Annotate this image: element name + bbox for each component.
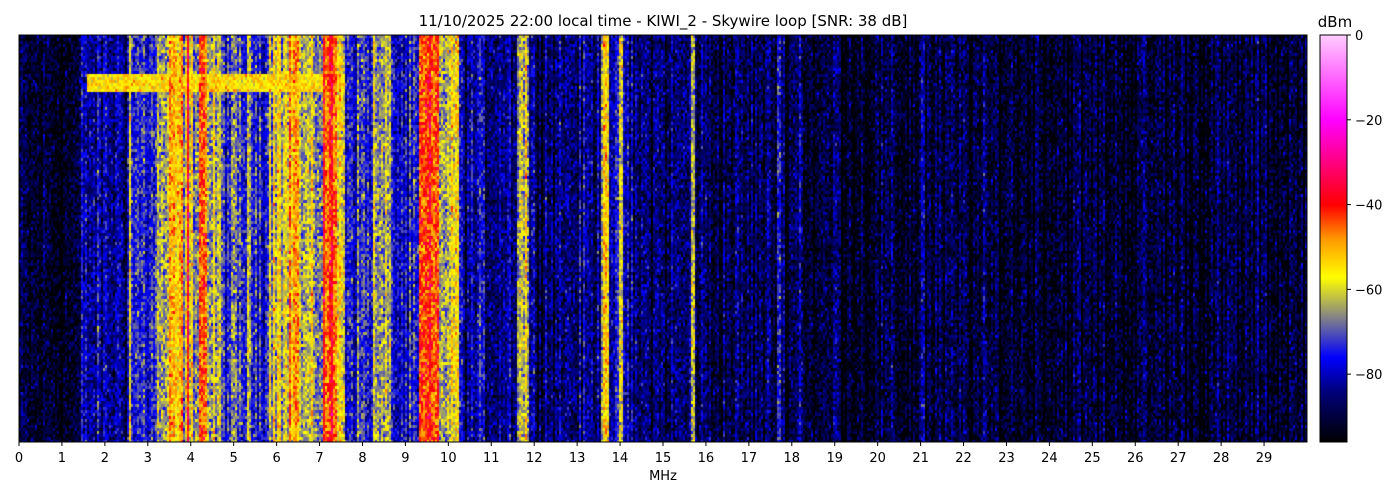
x-tick-label: 23: [998, 451, 1015, 466]
colorbar-tick-label: −40: [1355, 199, 1382, 214]
x-tick-label: 5: [230, 451, 238, 466]
x-tick-label: 20: [869, 451, 886, 466]
colorbar-frame: [1319, 34, 1348, 443]
x-axis-label: MHz: [649, 469, 677, 484]
x-tick-label: 6: [272, 451, 280, 466]
chart-title: 11/10/2025 22:00 local time - KIWI_2 - S…: [418, 12, 908, 30]
x-tick-label: 25: [1084, 451, 1101, 466]
x-tick-label: 24: [1041, 451, 1058, 466]
x-ticks: 0 1 2 3 4 5 6 7 8 9 10 11 12 13 14 15 16 17 18 19 20 21 22 23 24…: [15, 442, 1272, 466]
x-tick-label: 19: [826, 451, 843, 466]
x-tick-label: 0: [15, 451, 23, 466]
colorbar-tick-label: −80: [1355, 368, 1382, 383]
x-tick-label: 17: [741, 451, 758, 466]
x-tick-label: 4: [187, 451, 195, 466]
x-tick-label: 7: [315, 451, 323, 466]
plot-frame: [18, 34, 1308, 443]
x-tick-label: 3: [144, 451, 152, 466]
x-tick-label: 10: [440, 451, 457, 466]
colorbar-label: dBm: [1317, 13, 1353, 31]
x-tick-label: 28: [1213, 451, 1230, 466]
x-tick-label: 26: [1127, 451, 1144, 466]
x-tick-label: 18: [784, 451, 801, 466]
x-tick-label: 2: [101, 451, 109, 466]
x-tick-label: 8: [358, 451, 366, 466]
x-tick-label: 15: [655, 451, 672, 466]
x-tick-label: 14: [612, 451, 629, 466]
x-tick-label: 13: [569, 451, 586, 466]
x-tick-label: 1: [58, 451, 66, 466]
colorbar-tick-label: 0: [1355, 29, 1363, 44]
x-tick-label: 12: [526, 451, 543, 466]
colorbar-ticks: 0 −20 −40 −60 −80: [1347, 29, 1382, 383]
x-tick-label: 16: [698, 451, 715, 466]
x-tick-label: 9: [401, 451, 409, 466]
x-tick-label: 22: [955, 451, 972, 466]
x-tick-label: 29: [1256, 451, 1273, 466]
colorbar-tick-label: −20: [1355, 114, 1382, 129]
x-tick-label: 27: [1170, 451, 1187, 466]
colorbar-tick-label: −60: [1355, 283, 1382, 298]
waterfall-heatmap: [19, 35, 1307, 442]
x-tick-label: 11: [483, 451, 500, 466]
colorbar: [1320, 35, 1347, 442]
x-tick-label: 21: [912, 451, 929, 466]
